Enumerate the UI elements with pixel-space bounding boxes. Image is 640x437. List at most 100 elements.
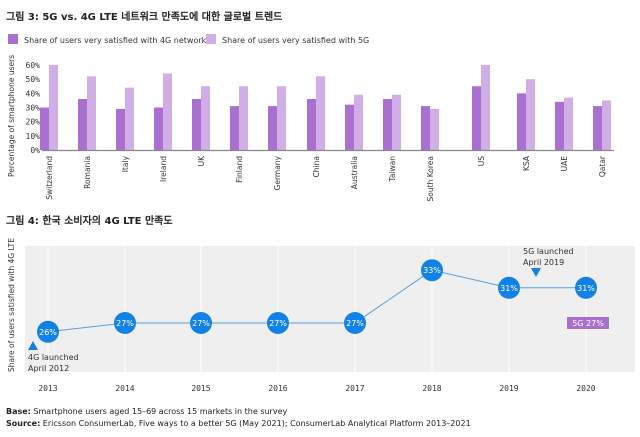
bar-chart: Share of users very satisfied with 4G ne… [7, 34, 614, 201]
data-point [421, 259, 443, 282]
data-point [498, 276, 520, 299]
x-tick-label: 2020 [576, 384, 595, 393]
data-point [267, 312, 289, 334]
bar-5g [564, 97, 573, 150]
badge-5g [567, 317, 609, 329]
bar-4g [555, 101, 564, 150]
y-tick-label: 50% [26, 75, 41, 84]
legend-swatch [8, 34, 18, 44]
chart2-title: 그림 4: 한국 소비자의 4G LTE 만족도 [6, 216, 173, 227]
source-label: Source: [6, 419, 41, 428]
bar-5g [277, 86, 286, 150]
bar-4g [517, 93, 526, 150]
bar-4g [78, 99, 87, 150]
y-tick-label: 20% [26, 118, 41, 127]
legend-label: Share of users very satisfied with 4G ne… [24, 36, 207, 45]
x-tick-label: China [312, 156, 321, 177]
bar-4g [421, 106, 430, 150]
bar-4g [268, 106, 277, 150]
badge-5g-label: 5G 27% [572, 319, 604, 328]
x-tick-label: UK [197, 155, 206, 166]
bar-5g [239, 86, 248, 150]
bar-5g [526, 79, 535, 150]
x-tick-label: 2019 [499, 384, 518, 393]
data-label: 31% [500, 284, 518, 293]
bar-4g [593, 106, 602, 150]
data-point [37, 320, 59, 343]
y-tick-label: 0% [30, 146, 40, 155]
plot-background [25, 246, 635, 372]
base-label: Base: [6, 407, 31, 416]
x-tick-label: Taiwan [388, 156, 397, 183]
x-tick-label: Germany [273, 155, 282, 190]
x-tick-label: Italy [121, 155, 130, 172]
x-tick-label: 2014 [115, 384, 134, 393]
data-point [344, 312, 366, 334]
triangle-down-icon [531, 268, 541, 277]
x-tick-label: 2018 [422, 384, 441, 393]
x-tick-label: Ireland [159, 156, 168, 182]
legend-swatch [206, 34, 216, 44]
bar-5g [316, 76, 325, 150]
bar-4g [230, 106, 239, 150]
footer-source: Source: Ericsson ConsumerLab, Five ways … [6, 419, 471, 428]
bar-5g [354, 94, 363, 150]
bar-4g [345, 104, 354, 150]
bar-4g [472, 86, 481, 150]
data-label: 27% [269, 319, 287, 328]
x-tick-label: Qatar [598, 155, 607, 177]
x-tick-label: Australia [350, 156, 359, 189]
y-tick-label: 60% [26, 61, 41, 70]
annotation-5g-line1: 5G launched [523, 247, 574, 256]
x-tick-label: Finland [235, 156, 244, 183]
y-axis-title: Share of users satisfied with 4G LTE [7, 238, 16, 372]
bar-4g [383, 99, 392, 150]
data-label: 27% [116, 319, 134, 328]
x-tick-label: Switzerland [45, 156, 54, 200]
base-text: Smartphone users aged 15–69 across 15 ma… [30, 407, 288, 416]
data-label: 26% [39, 328, 57, 337]
legend-label: Share of users very satisfied with 5G [222, 36, 369, 45]
triangle-up-icon [28, 341, 38, 350]
y-axis-title: Percentage of smartphone users [7, 55, 16, 177]
source-text: Ericsson ConsumerLab, Five ways to a bet… [40, 419, 471, 428]
x-tick-label: South Korea [426, 156, 435, 201]
annotation-5g-line2: April 2019 [523, 258, 564, 267]
data-line [47, 269, 586, 333]
y-tick-label: 10% [26, 132, 41, 141]
data-point [114, 312, 136, 334]
data-label: 31% [577, 284, 595, 293]
x-tick-label: US [477, 156, 486, 166]
bar-5g [201, 86, 210, 150]
bar-5g [125, 87, 134, 150]
bar-5g [481, 65, 490, 150]
x-tick-label: UAE [560, 156, 569, 172]
x-tick-label: 2013 [38, 384, 57, 393]
data-point [190, 312, 212, 334]
annotation-4g-line1: 4G launched [28, 353, 79, 362]
x-tick-label: 2017 [345, 384, 364, 393]
bar-5g [87, 76, 96, 150]
y-tick-label: 30% [26, 104, 41, 113]
footer-base: Base: Smartphone users aged 15–69 across… [6, 407, 287, 416]
bar-4g [116, 108, 125, 150]
data-label: 27% [346, 319, 364, 328]
bar-5g [392, 94, 401, 150]
bar-4g [154, 107, 163, 150]
x-tick-label: KSA [522, 155, 531, 171]
y-tick-label: 40% [26, 89, 41, 98]
bar-5g [49, 65, 58, 150]
data-point [575, 276, 597, 299]
bar-4g [40, 107, 49, 150]
x-tick-label: 2015 [191, 384, 210, 393]
bar-4g [192, 99, 201, 150]
x-tick-label: Romania [83, 156, 92, 189]
bar-5g [430, 108, 439, 150]
annotation-4g-line2: April 2012 [28, 364, 69, 373]
bar-5g [163, 73, 172, 150]
chart1-title: 그림 3: 5G vs. 4G LTE 네트워크 만족도에 대한 글로벌 트렌드 [6, 12, 283, 23]
data-label: 33% [423, 266, 441, 275]
bar-5g [602, 100, 611, 150]
x-tick-label: 2016 [268, 384, 287, 393]
data-label: 27% [192, 319, 210, 328]
